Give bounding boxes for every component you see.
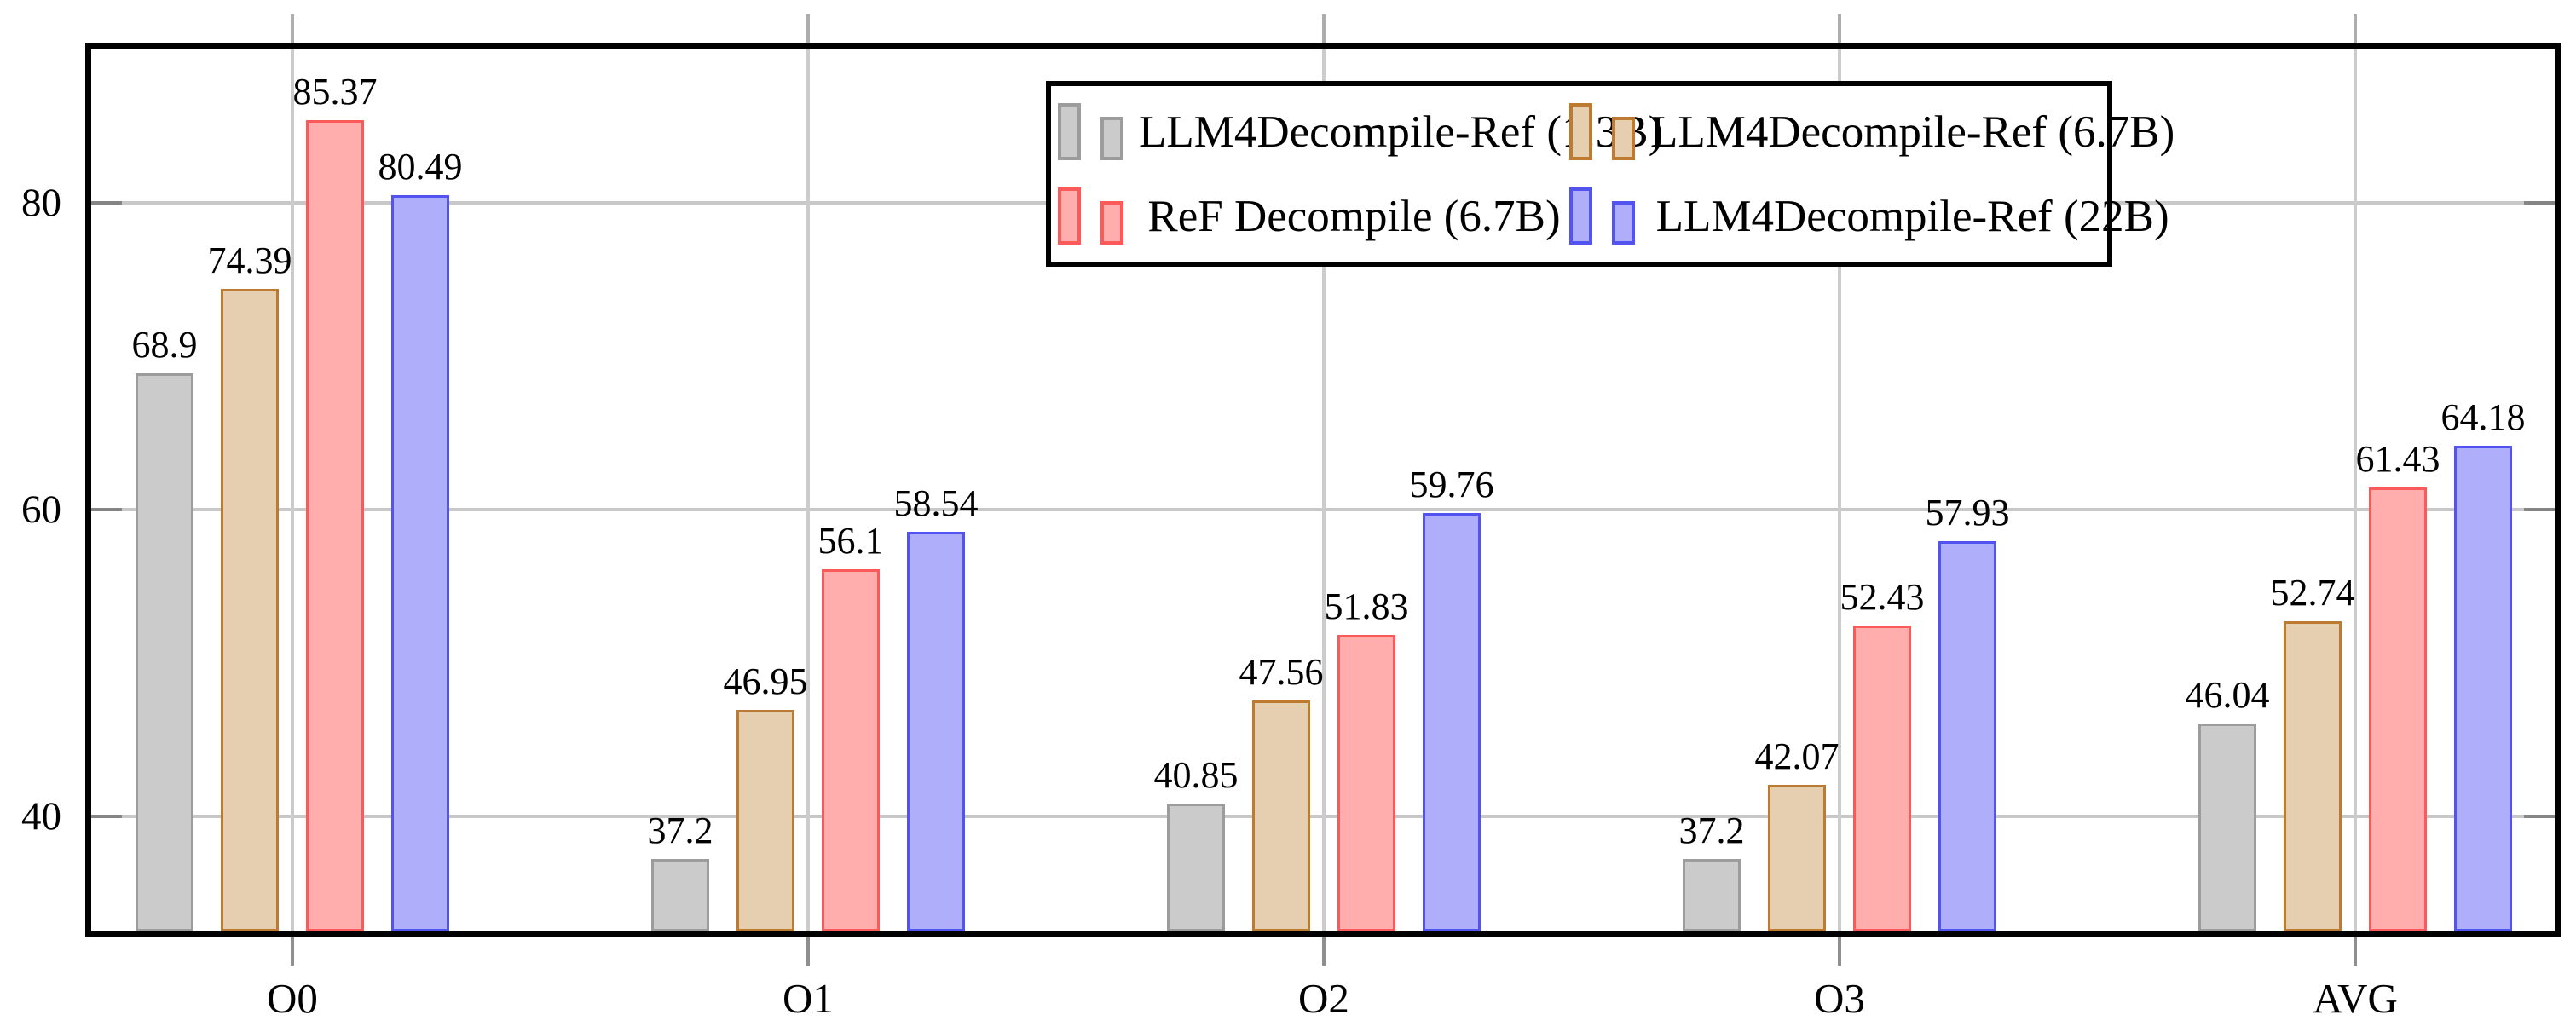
- bar: [1252, 700, 1310, 931]
- legend-label: LLM4Decompile-Ref (6.7B): [1650, 107, 2175, 157]
- y-tick-left: [91, 508, 122, 511]
- plot-area: 68.9 37.2 40.85 37.2 46.04 74.39 46.95 47.56 42.…: [91, 49, 2555, 931]
- bar-value-label: 37.2: [1678, 810, 1745, 852]
- legend-entry: LLM4Decompile-Ref (22B): [1569, 174, 2175, 258]
- bar-value-label: 47.56: [1239, 650, 1324, 693]
- bar: [2454, 445, 2512, 931]
- legend-entry: LLM4Decompile-Ref (1.3B): [1058, 89, 1663, 174]
- bar-value-label: 40.85: [1153, 753, 1239, 796]
- bar-value-label: 68.9: [131, 323, 198, 366]
- legend-bar-marker-icon: [1058, 187, 1123, 245]
- bar-value-label: 46.04: [2185, 674, 2270, 717]
- legend-marker-bar: [1612, 117, 1635, 160]
- bar-value-label: 59.76: [1409, 464, 1494, 506]
- x-tick-top: [291, 14, 294, 43]
- x-tick-label: O1: [783, 975, 834, 1022]
- bar-value-label: 46.95: [723, 660, 808, 702]
- legend-marker-bar: [1058, 103, 1081, 160]
- bar-value-label: 74.39: [207, 239, 292, 281]
- legend-bar-marker-icon: [1569, 103, 1635, 160]
- bar: [1337, 635, 1395, 931]
- bar: [822, 569, 880, 931]
- x-tick-label: AVG: [2313, 975, 2398, 1022]
- legend-marker-bar: [1569, 187, 1592, 245]
- legend-marker-bar: [1612, 201, 1635, 245]
- bar-value-label: 61.43: [2355, 438, 2440, 481]
- x-tick-top: [2354, 14, 2357, 43]
- y-tick-left: [91, 815, 122, 818]
- bar-value-label: 80.49: [378, 146, 463, 188]
- bar: [907, 532, 965, 931]
- bar: [391, 195, 449, 931]
- legend-marker-bar: [1569, 103, 1592, 160]
- bar: [1167, 803, 1225, 931]
- bar-value-label: 85.37: [292, 71, 378, 113]
- x-tick-label: O0: [267, 975, 318, 1022]
- bar-value-label: 52.43: [1840, 576, 1925, 619]
- x-gridline: [806, 49, 810, 931]
- x-tick-bottom: [291, 937, 294, 966]
- y-tick-label: 80: [21, 181, 61, 225]
- bar-value-label: 58.54: [893, 482, 979, 525]
- bar: [736, 709, 794, 931]
- legend-bar-marker-icon: [1569, 187, 1635, 245]
- legend: LLM4Decompile-Ref (1.3B) LLM4Decompile-Re…: [1046, 81, 2175, 267]
- legend-marker-bar: [1100, 201, 1123, 245]
- bar: [2284, 620, 2342, 931]
- x-tick-bottom: [1838, 937, 1841, 966]
- legend-marker-bar: [1058, 187, 1081, 245]
- x-gridline: [1322, 49, 1326, 931]
- legend-entry: ReF Decompile (6.7B): [1058, 174, 1569, 258]
- bar: [2198, 724, 2256, 931]
- x-gridline: [291, 49, 294, 931]
- bar: [2369, 487, 2427, 931]
- bar: [136, 372, 193, 931]
- x-gridline: [1838, 49, 1841, 931]
- y-tick-right: [2524, 508, 2555, 511]
- x-gridline: [2354, 49, 2357, 931]
- bar-value-label: 52.74: [2270, 571, 2355, 614]
- x-tick-label: O3: [1814, 975, 1865, 1022]
- y-tick-label: 60: [21, 487, 61, 532]
- bar-value-label: 64.18: [2440, 395, 2526, 438]
- x-tick-bottom: [806, 937, 810, 966]
- x-tick-bottom: [2354, 937, 2357, 966]
- bar: [306, 120, 364, 931]
- bar-value-label: 57.93: [1925, 492, 2010, 534]
- bar: [1683, 859, 1741, 931]
- y-tick-left: [91, 201, 122, 205]
- bar: [221, 288, 279, 931]
- bar-value-label: 51.83: [1324, 585, 1409, 628]
- legend-bar-marker-icon: [1058, 103, 1123, 160]
- y-tick-right: [2524, 815, 2555, 818]
- legend-marker-bar: [1100, 117, 1123, 160]
- bar: [1938, 541, 1996, 931]
- x-tick-top: [1838, 14, 1841, 43]
- bar-value-label: 37.2: [647, 810, 713, 852]
- x-tick-top: [806, 14, 810, 43]
- bar: [1423, 513, 1481, 931]
- bar: [1853, 626, 1911, 931]
- x-tick-label: O2: [1298, 975, 1349, 1022]
- y-tick-right: [2524, 201, 2555, 205]
- bar: [1768, 784, 1826, 931]
- bar: [651, 859, 709, 931]
- x-tick-top: [1322, 14, 1326, 43]
- x-tick-bottom: [1322, 937, 1326, 966]
- legend-entry: LLM4Decompile-Ref (6.7B): [1569, 89, 2175, 174]
- bar-value-label: 42.07: [1754, 735, 1840, 777]
- legend-label: ReF Decompile (6.7B): [1147, 191, 1561, 241]
- legend-label: LLM4Decompile-Ref (22B): [1655, 191, 2169, 241]
- y-tick-label: 40: [21, 794, 61, 839]
- bar-value-label: 56.1: [817, 520, 884, 562]
